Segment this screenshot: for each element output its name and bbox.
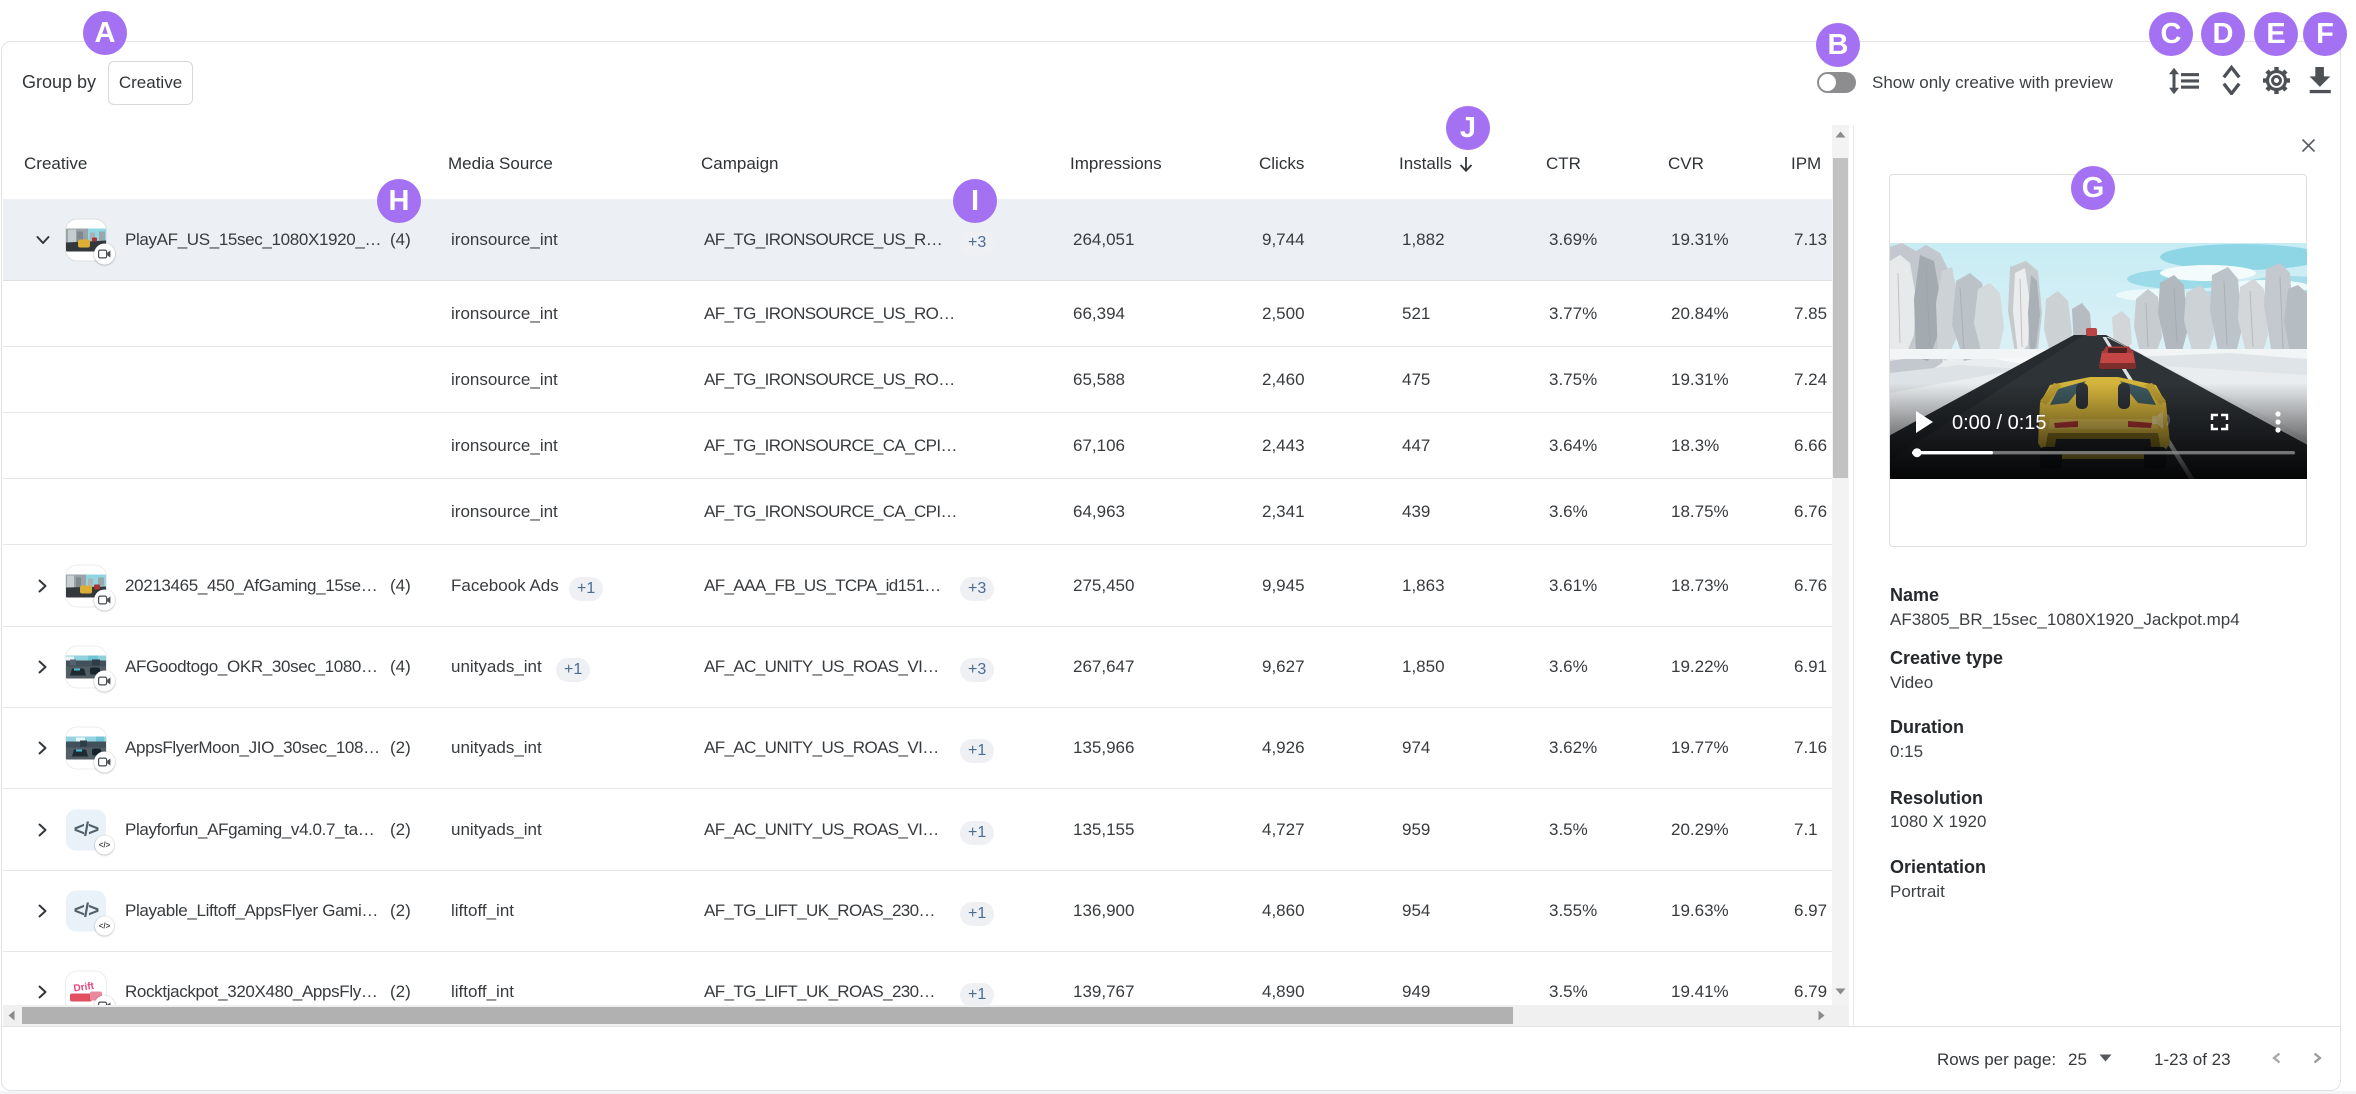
svg-text:Drift: Drift	[73, 981, 96, 995]
svg-text:0:00 / 0:15: 0:00 / 0:15	[1952, 412, 2047, 434]
